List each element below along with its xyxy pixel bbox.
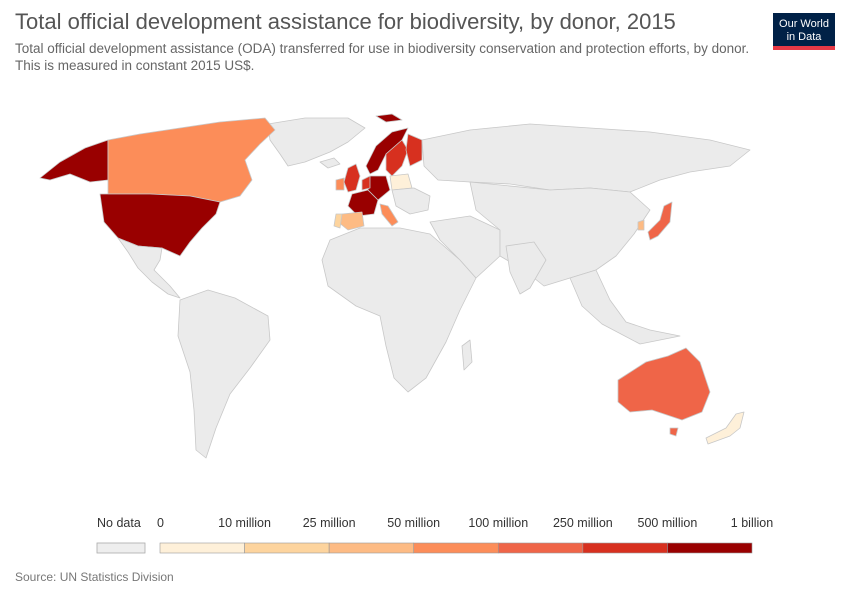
country-madagascar[interactable]	[461, 339, 473, 371]
country-italy[interactable]	[379, 203, 399, 227]
legend-bin-label: 1 billion	[730, 516, 774, 530]
country-portugal[interactable]	[333, 213, 343, 229]
legend-bin-label: 250 million	[552, 516, 613, 530]
owid-logo[interactable]: Our World in Data	[773, 13, 835, 50]
legend-swatches	[96, 542, 753, 554]
legend-bin-swatch	[159, 542, 245, 554]
legend-bin-swatch	[582, 542, 668, 554]
legend-bin-swatch	[497, 542, 584, 554]
country-russia[interactable]	[421, 123, 751, 193]
country-south-america[interactable]	[177, 289, 271, 459]
country-benelux[interactable]	[361, 175, 371, 191]
logo-line-2: in Data	[786, 31, 822, 43]
country-greenland[interactable]	[267, 117, 366, 167]
country-middle-east[interactable]	[429, 215, 501, 279]
legend-bin-label: 500 million	[637, 516, 698, 530]
country-canada[interactable]	[107, 117, 276, 203]
country-ireland[interactable]	[335, 177, 345, 191]
country-mexico[interactable]	[117, 237, 181, 299]
legend-no-data-label: No data	[97, 516, 141, 530]
country-finland[interactable]	[405, 133, 423, 167]
logo-line-1: Our World	[779, 18, 829, 30]
country-eastern-europe[interactable]	[391, 187, 431, 215]
chart-title: Total official development assistance fo…	[15, 9, 676, 34]
legend-bin-label: 50 million	[387, 516, 441, 530]
map-legend: No data 0 10 million 25 million 50 million 1…	[0, 510, 850, 560]
country-new-zealand[interactable]	[705, 411, 745, 445]
country-sweden[interactable]	[385, 139, 409, 177]
country-alaska[interactable]	[39, 139, 109, 183]
chart-subtitle: Total official development assistance (O…	[15, 41, 750, 73]
country-iceland[interactable]	[319, 157, 341, 169]
source-note: Source: UN Statistics Division	[15, 570, 174, 584]
country-south-korea[interactable]	[637, 219, 645, 231]
country-tasmania[interactable]	[669, 427, 679, 437]
legend-bin-label: 10 million	[218, 516, 271, 530]
legend-no-data-swatch	[96, 542, 146, 554]
world-map[interactable]	[30, 110, 790, 490]
legend-bin-label: 0	[157, 516, 164, 530]
country-australia[interactable]	[617, 347, 711, 421]
country-usa[interactable]	[99, 193, 221, 257]
legend-bin-swatch	[328, 542, 415, 554]
legend-bin-swatch	[667, 542, 753, 554]
legend-bin-swatch	[413, 542, 499, 554]
country-poland[interactable]	[389, 173, 413, 191]
country-svalbard[interactable]	[375, 113, 403, 123]
country-japan[interactable]	[647, 201, 673, 241]
country-africa[interactable]	[321, 227, 477, 393]
legend-bin-label: 25 million	[302, 516, 356, 530]
legend-bin-label: 100 million	[468, 516, 529, 530]
country-india[interactable]	[505, 241, 547, 295]
country-uk[interactable]	[343, 163, 361, 193]
country-se-asia[interactable]	[569, 269, 681, 345]
legend-bin-swatch	[244, 542, 330, 554]
